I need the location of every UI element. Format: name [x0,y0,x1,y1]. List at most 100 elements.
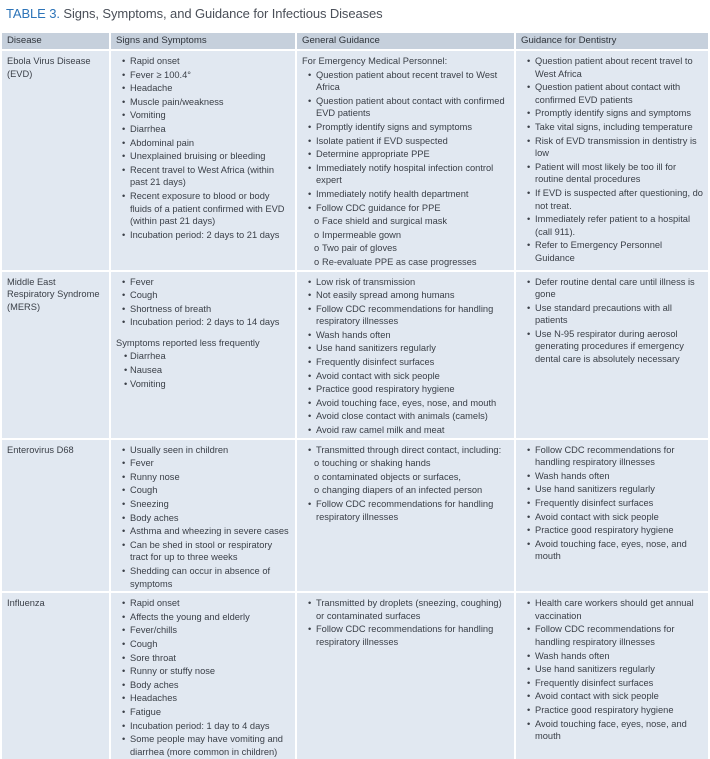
disease-name: Middle East Respiratory Syndrome (MERS) [2,269,111,439]
sub-list-item: contaminated objects or surfaces, [302,471,509,484]
list-item: Take vital signs, including temperature [521,121,703,134]
list-item: Vomiting [116,378,290,391]
list-item: Promptly identify signs and symptoms [521,107,703,120]
list-item: Cough [116,484,290,497]
table-row: Middle East Respiratory Syndrome (MERS)F… [2,269,708,439]
list-item: Sore throat [116,652,290,665]
symptoms-cell: Usually seen in childrenFeverRunny noseC… [110,437,297,593]
sub-list-item: changing diapers of an infected person [302,484,509,497]
list-item: Practice good respiratory hygiene [302,383,509,396]
list-item: Asthma and wheezing in severe cases [116,525,290,538]
table-row: Enterovirus D68Usually seen in childrenF… [2,437,708,593]
sub-list-item: Two pair of gloves [302,242,509,255]
list-item: Unexplained bruising or bleeding [116,150,290,163]
list-item: Practice good respiratory hygiene [521,524,703,537]
list-item: Follow CDC recommendations for handling … [521,623,703,648]
disease-name: Enterovirus D68 [2,437,111,593]
list-item: Avoid touching face, eyes, nose, and mou… [521,538,703,563]
list-item: Diarrhea [116,350,290,363]
table-label: TABLE 3. [6,6,60,21]
symptoms-cell: Rapid onsetAffects the young and elderly… [110,591,297,759]
sub-list-item: Re-evaluate PPE as case progresses [302,256,509,269]
dentistry-cell: Health care workers should get annual va… [515,591,708,759]
list-item: Cough [116,638,290,651]
list-item: Abdominal pain [116,137,290,150]
list-item: Avoid close contact with animals (camels… [302,410,509,423]
list-item: Avoid touching face, eyes, nose, and mou… [521,718,703,743]
list-item: Recent exposure to blood or body fluids … [116,190,290,228]
list-item: Frequently disinfect surfaces [521,677,703,690]
disease-name: Ebola Virus Disease (EVD) [2,49,111,271]
list-item: Follow CDC recommendations for handling … [302,498,509,523]
list-item: Fever/chills [116,624,290,637]
list-item: Shedding can occur in absence of symptom… [116,565,290,590]
list-item: Question patient about contact with conf… [302,95,509,120]
list-item: Health care workers should get annual va… [521,597,703,622]
list-item: Follow CDC guidance for PPE [302,202,509,215]
list-item: Frequently disinfect surfaces [302,356,509,369]
header-row: Disease Signs and Symptoms General Guida… [2,33,708,50]
list-item: Immediately notify hospital infection co… [302,162,509,187]
list-item: Transmitted through direct contact, incl… [302,444,509,457]
list-item: Usually seen in children [116,444,290,457]
list-item: Use N-95 respirator during aerosol gener… [521,328,703,366]
list-item: Determine appropriate PPE [302,148,509,161]
sub-list-item: Face shield and surgical mask [302,215,509,228]
cell-text: Symptoms reported less frequently [116,337,260,348]
list-item: Wash hands often [521,650,703,663]
list-item: Follow CDC recommendations for handling … [302,623,509,648]
list-item: Some people may have vomiting and diarrh… [116,733,290,758]
list-item: Body aches [116,679,290,692]
list-item: Avoid contact with sick people [521,511,703,524]
list-item: Question patient about recent travel to … [302,69,509,94]
list-item: Use standard precautions with all patien… [521,302,703,327]
table-row: InfluenzaRapid onsetAffects the young an… [2,591,708,759]
symptoms-cell: FeverCoughShortness of breathIncubation … [110,269,297,439]
list-item: Muscle pain/weakness [116,96,290,109]
header-general-guidance: General Guidance [296,33,516,50]
list-item: Fatigue [116,706,290,719]
list-item: Runny or stuffy nose [116,665,290,678]
list-item: Use hand sanitizers regularly [521,663,703,676]
general-cell: For Emergency Medical Personnel: Question… [296,49,516,271]
table-caption: Signs, Symptoms, and Guidance for Infect… [63,6,383,21]
list-item: Follow CDC recommendations for handling … [302,303,509,328]
list-item: Rapid onset [116,597,290,610]
table-title: TABLE 3. Signs, Symptoms, and Guidance f… [6,6,383,21]
general-cell: Low risk of transmissionNot easily sprea… [296,269,516,439]
list-item: Fever ≥ 100.4° [116,69,290,82]
sub-list-item: Impermeable gown [302,229,509,242]
sub-list-item: touching or shaking hands [302,457,509,470]
list-item: Diarrhea [116,123,290,136]
list-item: Practice good respiratory hygiene [521,704,703,717]
header-disease: Disease [2,33,111,50]
list-item: Use hand sanitizers regularly [521,483,703,496]
list-item: Use hand sanitizers regularly [302,342,509,355]
disease-guidance-table: Disease Signs and Symptoms General Guida… [2,33,708,759]
list-item: Headaches [116,692,290,705]
list-item: Immediately refer patient to a hospital … [521,213,703,238]
list-item: Immediately notify health department [302,188,509,201]
list-item: Promptly identify signs and symptoms [302,121,509,134]
list-item: Defer routine dental care until illness … [521,276,703,301]
list-item: Low risk of transmission [302,276,509,289]
list-item: Avoid touching face, eyes, nose, and mou… [302,397,509,410]
list-item: Wash hands often [302,329,509,342]
list-item: Question patient about recent travel to … [521,55,703,80]
list-item: Fever [116,457,290,470]
list-item: Isolate patient if EVD suspected [302,135,509,148]
disease-name: Influenza [2,591,111,759]
list-item: If EVD is suspected after questioning, d… [521,187,703,212]
list-item: Fever [116,276,290,289]
list-item: Avoid raw camel milk and meat [302,424,509,437]
list-item: Incubation period: 1 day to 4 days [116,720,290,733]
list-item: Transmitted by droplets (sneezing, cough… [302,597,509,622]
header-signs-symptoms: Signs and Symptoms [110,33,297,50]
list-item: Frequently disinfect surfaces [521,497,703,510]
list-item: Headache [116,82,290,95]
dentistry-cell: Question patient about recent travel to … [515,49,708,271]
list-item: Follow CDC recommendations for handling … [521,444,703,469]
dentistry-cell: Defer routine dental care until illness … [515,269,708,439]
list-item: Refer to Emergency Personnel Guidance [521,239,703,264]
list-item: Incubation period: 2 days to 21 days [116,229,290,242]
